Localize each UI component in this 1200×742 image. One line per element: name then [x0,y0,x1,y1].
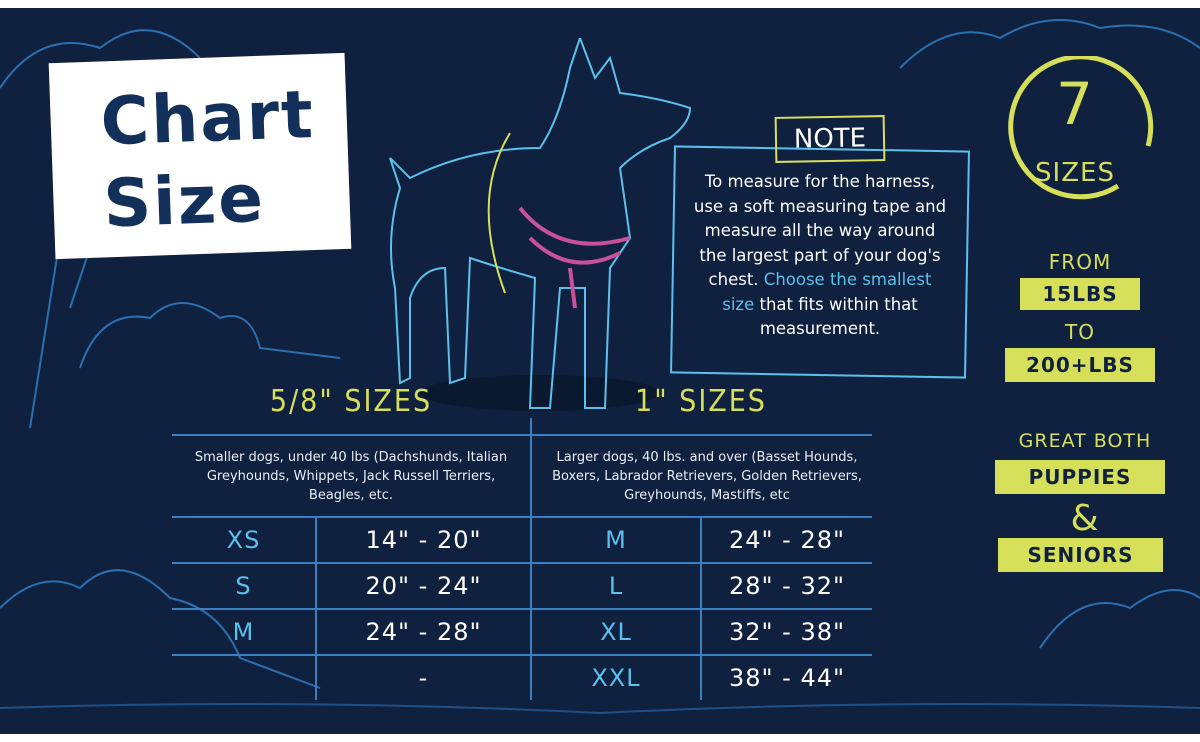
size-range: 28" - 32" [728,572,846,600]
divider [530,418,532,700]
great-both-label: GREAT BOTH [1018,430,1152,452]
note-tag: NOTE [774,115,886,163]
size-label: S [235,572,252,600]
puppies-banner: PUPPIES [995,460,1165,494]
title-card: Chart Size [48,52,352,260]
small-sizes-heading: 5/8" SIZES [269,384,433,419]
weight-from: FROM [1048,250,1112,274]
divider [700,516,702,700]
title-line-1: Chart [99,75,317,161]
size-range: 32" - 38" [728,618,846,646]
large-sizes-heading: 1" SIZES [635,384,767,419]
size-label: L [608,572,624,600]
large-sizes-description: Larger dogs, 40 lbs. and over (Basset Ho… [552,450,862,503]
size-label: XL [600,618,632,646]
divider [172,562,872,564]
seniors-banner: SENIORS [998,538,1163,572]
divider [172,434,872,436]
cloud-icon [0,29,201,89]
title-line-2: Size [102,159,267,243]
size-label: M [605,526,627,554]
sizes-label: SIZES [1035,158,1115,188]
size-label: XS [226,526,261,554]
sizes-count: 7 [1056,70,1094,138]
note-body-end: that fits within that measurement. [759,294,918,339]
weight-min-banner: 15LBS [1020,278,1140,310]
weight-to: TO [1065,320,1095,344]
size-range: - [418,664,429,692]
weight-max-banner: 200+LBS [1005,348,1155,382]
size-label [172,655,315,701]
sizes-badge-circle [1008,56,1154,200]
divider [172,516,872,518]
divider [172,608,872,610]
scenery-illustration [0,19,1200,715]
size-range: 24" - 28" [365,618,482,646]
size-range: 24" - 28" [728,526,846,554]
size-range: 14" - 20" [365,526,482,554]
note-highlight: Choose the smallest size [722,270,932,314]
divider [172,654,872,656]
note-text: To measure for the harness, use a soft m… [690,170,950,342]
size-range: 20" - 24" [365,572,482,600]
size-chart-infographic: Chart Size NOTE To measure for the harne… [0,8,1200,734]
ampersand: & [1070,498,1100,539]
divider [315,516,317,700]
measure-arrow-icon [487,132,511,294]
small-sizes-description: Smaller dogs, under 40 lbs (Dachshunds, … [194,450,508,503]
dog-illustration [389,38,692,411]
size-range: 38" - 44" [728,664,846,692]
harness-icon [518,206,631,309]
size-label: M [232,618,255,646]
size-label: XXL [591,664,641,692]
note-body: To measure for the harness, use a soft m… [693,172,947,289]
